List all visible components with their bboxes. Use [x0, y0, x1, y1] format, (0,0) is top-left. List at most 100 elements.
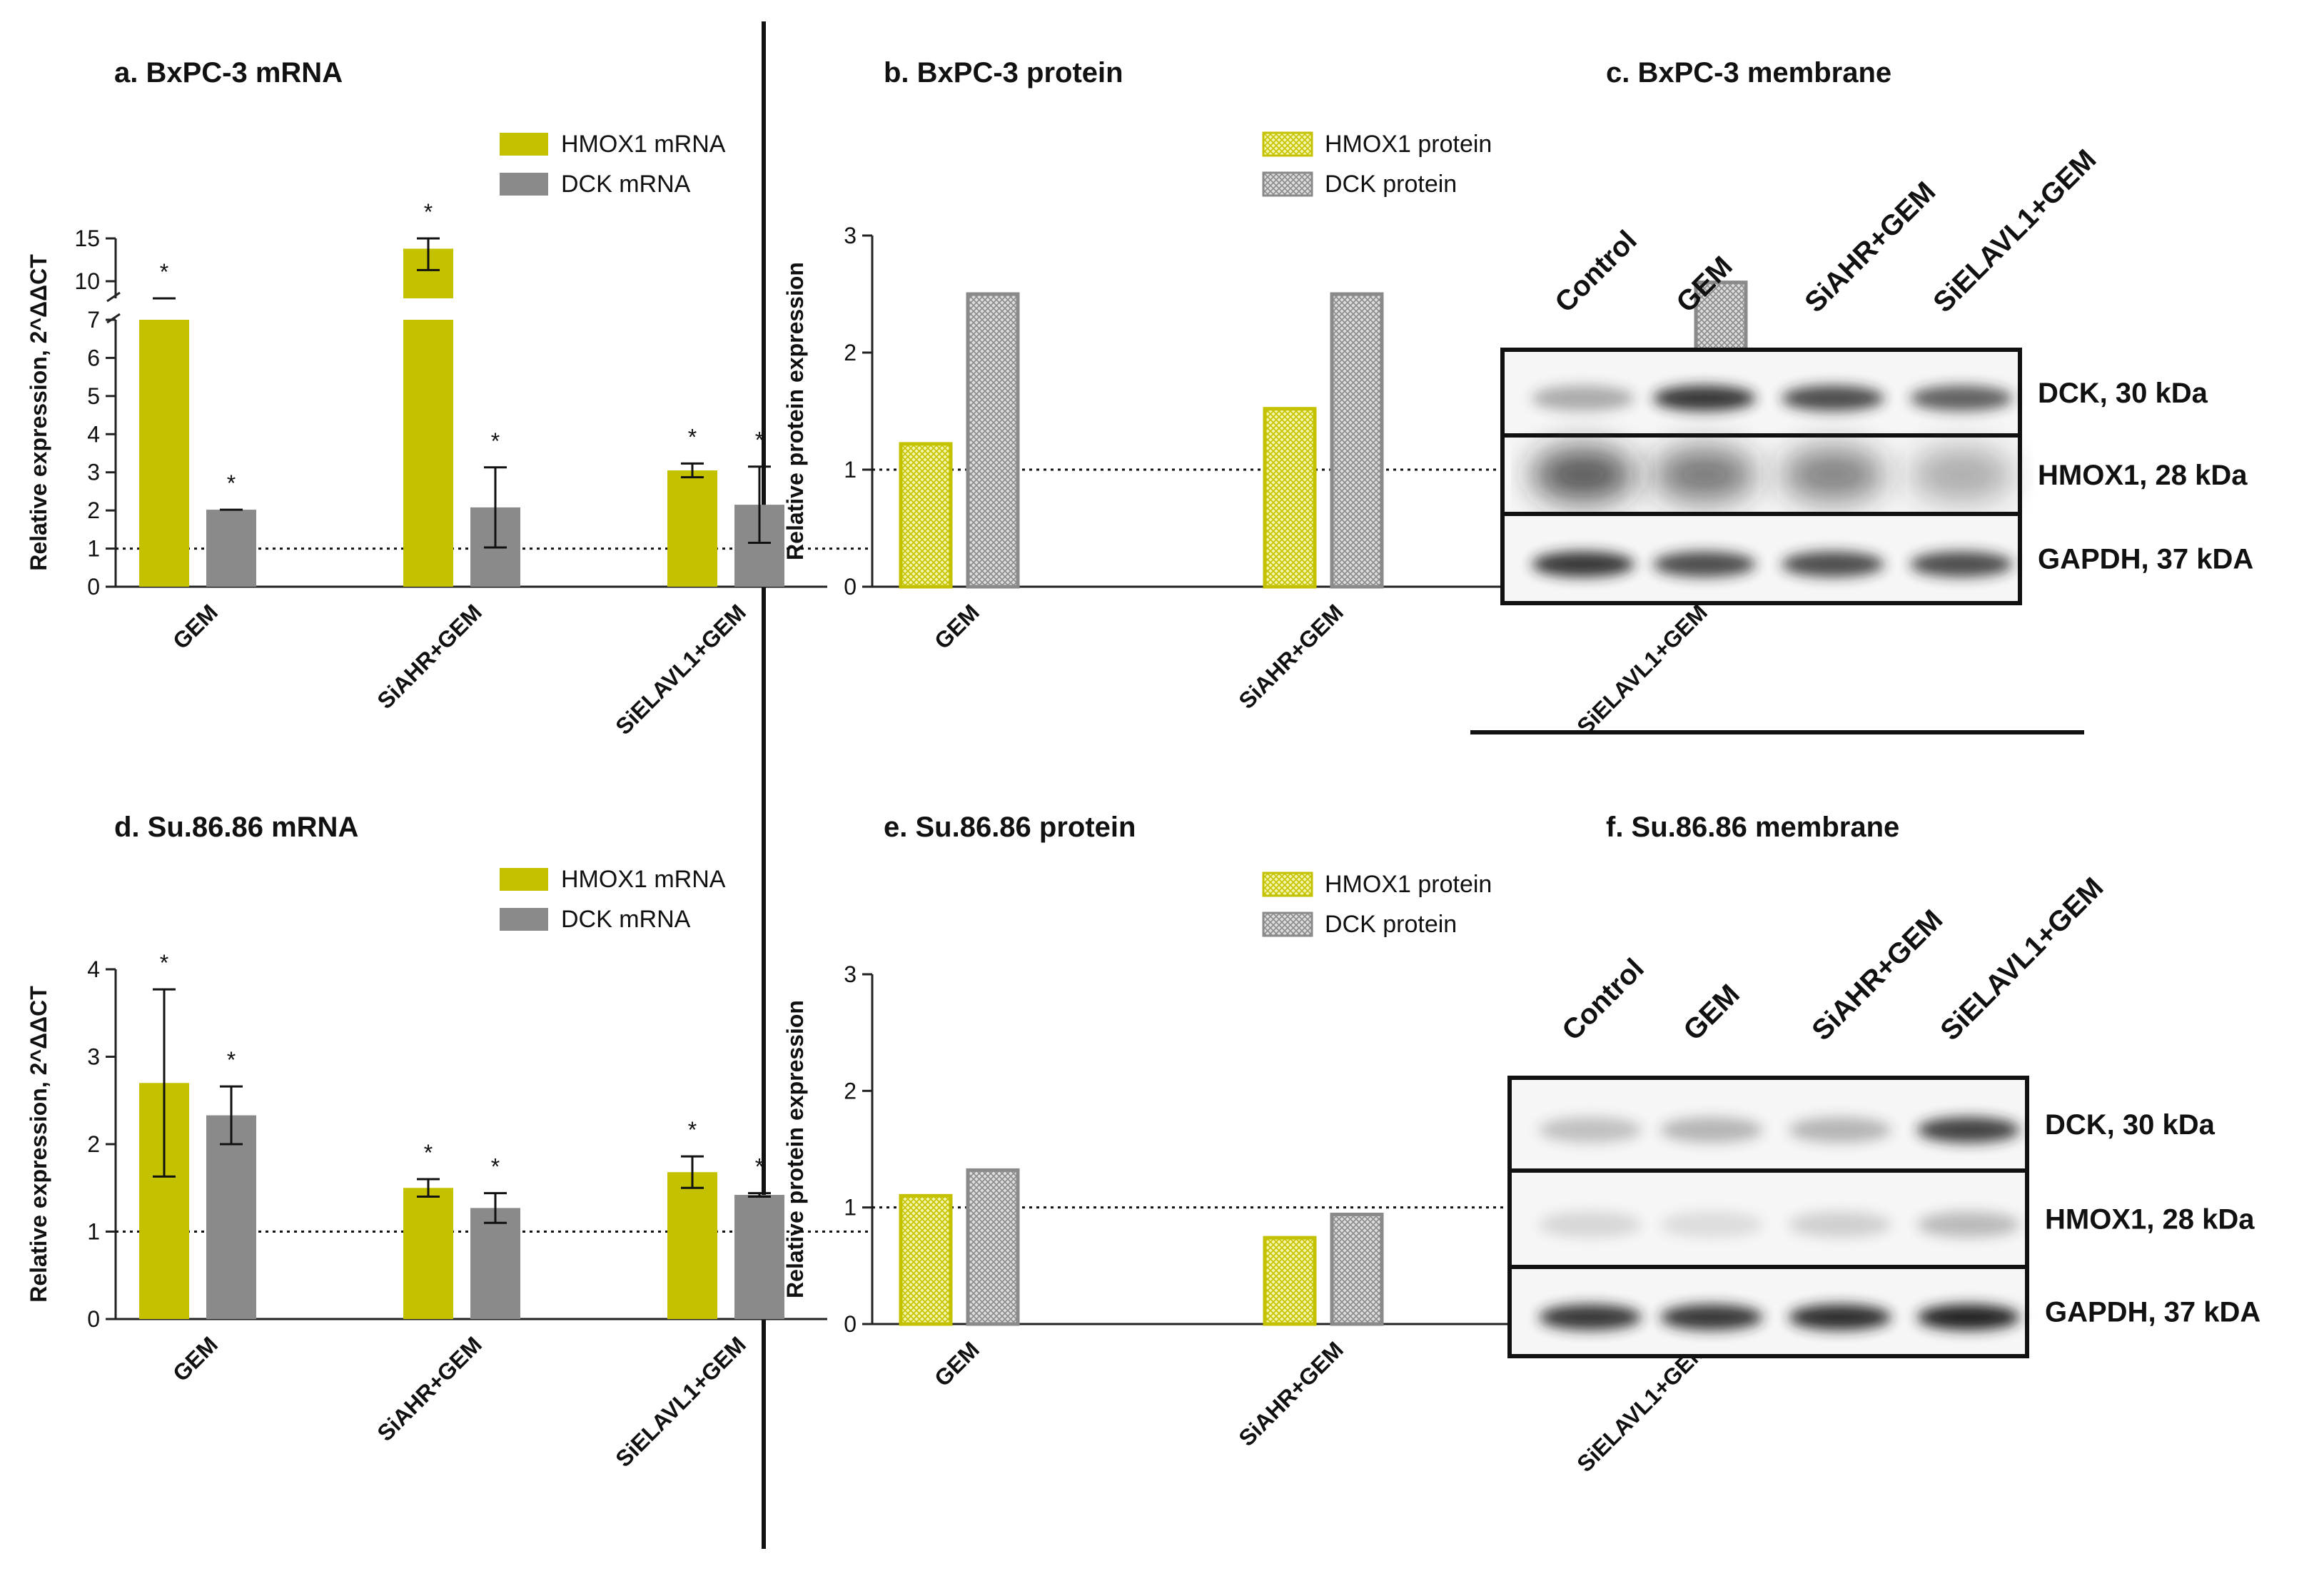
- y-tick-label: 4: [87, 956, 100, 982]
- significance-star: *: [688, 424, 697, 450]
- bar: [966, 1168, 1020, 1326]
- blot-band: [1660, 1117, 1763, 1143]
- bar: [403, 1188, 453, 1319]
- x-tick-label: GEM: [929, 1336, 984, 1391]
- bar: [1263, 407, 1317, 589]
- lane-label: SiAHR+GEM: [1799, 176, 1941, 318]
- y-tick-label: 0: [844, 574, 857, 600]
- blot-band: [1910, 385, 2013, 411]
- bar: [966, 292, 1020, 589]
- legend-swatch: [500, 868, 548, 891]
- significance-star: *: [755, 1154, 764, 1180]
- legend-label: HMOX1 protein: [1325, 871, 1492, 898]
- bar: [1330, 292, 1384, 589]
- bar: [139, 320, 189, 587]
- y-tick-label: 3: [844, 223, 857, 248]
- bar: [206, 510, 256, 587]
- legend-swatch: [1262, 872, 1313, 897]
- blot-band: [1917, 1304, 2020, 1330]
- axis-break-mark: [106, 313, 121, 324]
- x-tick-label: SiAHR+GEM: [1233, 599, 1348, 714]
- blot-band: [1653, 551, 1756, 577]
- y-tick-label: 1: [844, 1195, 857, 1221]
- y-tick-label: 2: [844, 1078, 857, 1103]
- significance-star: *: [160, 950, 168, 976]
- bar: [899, 442, 953, 589]
- significance-star: *: [424, 199, 433, 225]
- blot-c: DCK, 30 kDa HMOX1, 28 kDa GAPDH, 37 kDA Con…: [1500, 143, 2253, 605]
- blot-band: [1653, 385, 1756, 411]
- blot-band: [1789, 1304, 1891, 1330]
- legend-label: DCK mRNA: [561, 171, 691, 198]
- panel-c-title: c. BxPC-3 membrane: [1606, 57, 1891, 89]
- legend-label: HMOX1 mRNA: [561, 866, 726, 893]
- blot-band: [1910, 551, 2013, 577]
- legend-swatch: [500, 173, 548, 196]
- y-tick-label: 5: [87, 383, 100, 409]
- panel-f-title: f. Su.86.86 membrane: [1606, 812, 1899, 843]
- blot-band: [1782, 551, 1884, 577]
- lane-label: Control: [1549, 225, 1643, 319]
- blot-band: [1789, 1211, 1891, 1238]
- y-tick-label: 15: [74, 226, 100, 251]
- axis-break-mark: [106, 291, 121, 303]
- bar: [1330, 1212, 1384, 1326]
- y-tick-label: 2: [87, 1131, 100, 1157]
- lane-label: SiAHR+GEM: [1806, 904, 1949, 1046]
- legend-swatch: [1262, 131, 1313, 157]
- y-tick-label: 0: [844, 1311, 857, 1337]
- band-label: GAPDH, 37 kDA: [2038, 544, 2253, 575]
- blot-band: [1917, 1117, 2020, 1143]
- blot-band: [1917, 1211, 2020, 1238]
- legend-label: HMOX1 mRNA: [561, 131, 726, 158]
- y-tick-label: 1: [87, 536, 100, 562]
- band-label: HMOX1, 28 kDa: [2045, 1204, 2255, 1236]
- panel-b-title: b. BxPC-3 protein: [884, 57, 1123, 89]
- y-tick-label: 1: [844, 457, 857, 483]
- bar: [899, 1193, 953, 1326]
- bar: [403, 320, 453, 587]
- blot-band: [1653, 448, 1756, 502]
- bar: [206, 1115, 256, 1319]
- legend-swatch: [500, 908, 548, 931]
- y-axis-label: Relative protein expression: [782, 1000, 808, 1298]
- blot-f: DCK, 30 kDa HMOX1, 28 kDa GAPDH, 37 kDA Con…: [1507, 872, 2260, 1358]
- x-tick-label: SiELAVL1+GEM: [1572, 599, 1712, 739]
- x-tick-label: SiAHR+GEM: [1233, 1336, 1348, 1451]
- y-tick-label: 7: [87, 307, 100, 333]
- blot-band: [1660, 1304, 1763, 1330]
- y-tick-label: 1: [87, 1219, 100, 1245]
- panel-e-title: e. Su.86.86 protein: [884, 812, 1136, 843]
- blot-band: [1539, 1117, 1642, 1143]
- legend-label: HMOX1 protein: [1325, 131, 1492, 158]
- y-axis-label: Relative protein expression: [782, 262, 808, 560]
- blot-band: [1532, 448, 1635, 502]
- y-tick-label: 0: [87, 574, 100, 600]
- x-tick-label: GEM: [168, 1331, 223, 1386]
- panel-d-title: d. Su.86.86 mRNA: [114, 812, 358, 843]
- bar: [470, 1208, 520, 1319]
- significance-star: *: [491, 428, 500, 454]
- band-label: HMOX1, 28 kDa: [2038, 460, 2248, 491]
- legend-label: DCK protein: [1325, 911, 1457, 938]
- y-tick-label: 3: [87, 1044, 100, 1070]
- y-tick-label: 2: [87, 497, 100, 523]
- y-tick-label: 2: [844, 340, 857, 365]
- bar: [1263, 1236, 1317, 1326]
- chart-d: 0 1 2 3 4 Relative expression, 2^ΔΔCT * * GEM * * S…: [26, 866, 870, 1472]
- bar: [667, 1172, 717, 1319]
- y-axis-label: Relative expression, 2^ΔΔCT: [26, 254, 51, 571]
- lane-label: Control: [1556, 953, 1650, 1047]
- significance-star: *: [491, 1154, 500, 1180]
- significance-star: *: [160, 259, 168, 285]
- y-tick-label: 0: [87, 1306, 100, 1332]
- x-tick-label: SiELAVL1+GEM: [610, 599, 751, 739]
- y-axis-label: Relative expression, 2^ΔΔCT: [26, 986, 51, 1303]
- blot-band: [1782, 385, 1884, 411]
- band-label: DCK, 30 kDa: [2038, 378, 2208, 409]
- bar: [667, 470, 717, 587]
- y-tick-label: 3: [87, 460, 100, 485]
- y-tick-label: 6: [87, 345, 100, 370]
- blot-band: [1539, 1211, 1642, 1238]
- panel-a-title: a. BxPC-3 mRNA: [114, 57, 343, 89]
